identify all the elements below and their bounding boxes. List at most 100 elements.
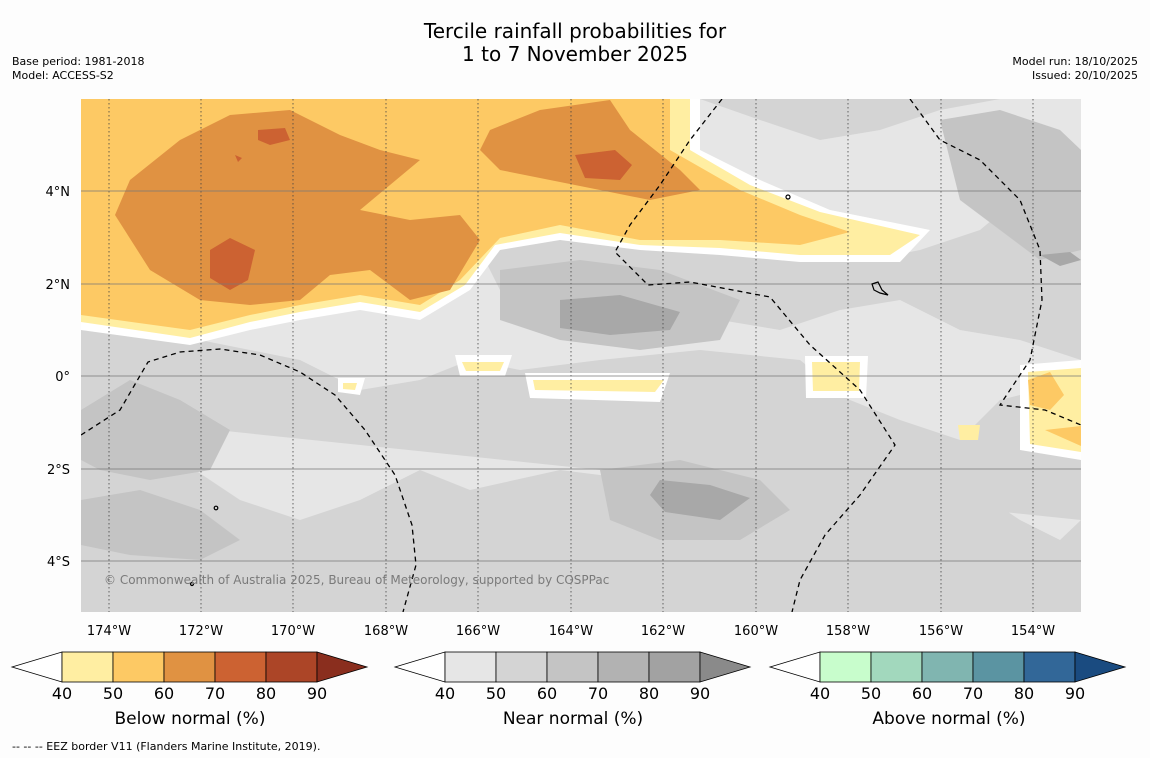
lon-tick-label: 174°W bbox=[87, 624, 131, 639]
near-normal-label: Near normal (%) bbox=[502, 709, 644, 729]
map-area: © Commonwealth of Australia 2025, Bureau… bbox=[81, 99, 1081, 612]
below-normal-60-region bbox=[115, 110, 480, 305]
below-normal-east-50 bbox=[1028, 372, 1081, 446]
lon-tick-label: 164°W bbox=[549, 624, 593, 639]
longitude-tick-labels: 174°W 172°W 170°W 168°W 166°W 164°W 162°W 160°W… bbox=[87, 624, 1055, 639]
colorbar-tick-label: 40 bbox=[810, 684, 830, 703]
colorbar-0: 40 50 60 70 80 90 bbox=[10, 651, 369, 703]
lon-tick-label: 166°W bbox=[456, 624, 500, 639]
colorbar-tick-label: 90 bbox=[307, 684, 327, 703]
title-line-2: 1 to 7 November 2025 bbox=[462, 42, 688, 66]
near-normal-60-region-4 bbox=[81, 490, 240, 560]
colorbar-tick-label: 40 bbox=[52, 684, 72, 703]
near-normal-60-region-5 bbox=[940, 110, 1081, 260]
below-normal-equator-1-fill bbox=[462, 362, 504, 371]
colorbar-segment bbox=[265, 651, 318, 683]
lat-tick-label: 2°N bbox=[46, 278, 71, 293]
below-normal-70-region-3 bbox=[258, 128, 290, 145]
model-run: Model run: 18/10/2025 bbox=[1012, 55, 1138, 68]
colorbar-segment bbox=[546, 651, 599, 683]
colorbar-low-arrow bbox=[768, 651, 821, 683]
lon-tick-label: 162°W bbox=[641, 624, 685, 639]
near-normal-70-region-2 bbox=[650, 480, 750, 520]
lon-tick-label: 154°W bbox=[1011, 624, 1055, 639]
colorbar-segment bbox=[597, 651, 650, 683]
meridian-lines bbox=[108, 99, 1034, 612]
eez-borders bbox=[81, 99, 1081, 612]
near-normal-50-region bbox=[81, 330, 1081, 612]
lat-tick-label: 0° bbox=[55, 370, 70, 385]
below-normal-70-region-4 bbox=[235, 155, 242, 162]
colorbar-tick-label: 60 bbox=[912, 684, 932, 703]
lon-tick-label: 158°W bbox=[826, 624, 870, 639]
map-title: Tercile rainfall probabilities for 1 to … bbox=[0, 20, 1150, 66]
near-normal-50-region-3 bbox=[700, 99, 1000, 140]
colorbar-tick-label: 40 bbox=[435, 684, 455, 703]
below-normal-70-region-2 bbox=[575, 150, 632, 180]
near-normal-60-region-2 bbox=[81, 380, 230, 480]
colorbar-segment bbox=[61, 651, 114, 683]
colorbar-segment bbox=[444, 651, 497, 683]
colorbar-segment bbox=[214, 651, 267, 683]
colorbar-2: 40 50 60 70 80 90 bbox=[768, 651, 1127, 703]
colorbar-segment bbox=[648, 651, 701, 683]
model-name: Model: ACCESS-S2 bbox=[12, 69, 114, 82]
colorbar-segment bbox=[921, 651, 974, 683]
colorbar-tick-label: 50 bbox=[861, 684, 881, 703]
colorbar-segment bbox=[495, 651, 548, 683]
below-normal-equator-3-fill bbox=[343, 383, 357, 390]
lat-tick-label: 4°N bbox=[46, 185, 71, 200]
near-normal-70-region-3 bbox=[1040, 252, 1081, 266]
near-normal-50-region-2 bbox=[480, 150, 1081, 360]
colorbar-tick-label: 70 bbox=[205, 684, 225, 703]
below-normal-equator-4-fill bbox=[812, 362, 860, 391]
lon-tick-label: 168°W bbox=[364, 624, 408, 639]
near-normal-70-region bbox=[560, 295, 680, 335]
colorbar-segment bbox=[819, 651, 872, 683]
issued-date: Issued: 20/10/2025 bbox=[1031, 69, 1138, 82]
colorbar-tick-label: 90 bbox=[690, 684, 710, 703]
eez-footnote: -- -- -- EEZ border V11 (Flanders Marine… bbox=[12, 740, 321, 753]
colorbar-tick-label: 50 bbox=[103, 684, 123, 703]
colorbar-high-arrow bbox=[1074, 651, 1127, 683]
lat-tick-label: 4°S bbox=[47, 555, 70, 570]
copyright-text: © Commonwealth of Australia 2025, Bureau… bbox=[104, 573, 609, 587]
lon-tick-label: 160°W bbox=[734, 624, 778, 639]
lon-tick-label: 170°W bbox=[271, 624, 315, 639]
lon-tick-label: 156°W bbox=[919, 624, 963, 639]
below-normal-60-region-2 bbox=[480, 100, 700, 200]
meta-left: Base period: 1981-2018 Model: ACCESS-S2 bbox=[12, 55, 144, 83]
below-normal-equator-2-fill bbox=[533, 380, 664, 392]
colorbars: 40 50 60 70 80 90 40 50 60 70 80 90 40 50 60 70 80 90 bbox=[10, 651, 1127, 703]
colorbar-high-arrow bbox=[316, 651, 369, 683]
lon-tick-label: 172°W bbox=[179, 624, 223, 639]
parallel-lines bbox=[81, 190, 1081, 562]
islands bbox=[189, 194, 889, 587]
colorbar-tick-label: 70 bbox=[963, 684, 983, 703]
colorbar-tick-label: 80 bbox=[256, 684, 276, 703]
colorbar-tick-label: 70 bbox=[588, 684, 608, 703]
colorbar-low-arrow bbox=[10, 651, 63, 683]
colorbar-tick-label: 60 bbox=[537, 684, 557, 703]
colorbar-low-arrow bbox=[393, 651, 446, 683]
below-normal-70-region bbox=[210, 238, 255, 290]
colorbar-1: 40 50 60 70 80 90 bbox=[393, 651, 752, 703]
below-normal-east-small bbox=[958, 425, 980, 440]
colorbar-high-arrow bbox=[699, 651, 752, 683]
lat-tick-label: 2°S bbox=[47, 463, 70, 478]
colorbar-segment bbox=[972, 651, 1025, 683]
colorbar-tick-label: 80 bbox=[639, 684, 659, 703]
title-line-1: Tercile rainfall probabilities for bbox=[423, 19, 727, 43]
base-period: Base period: 1981-2018 bbox=[12, 55, 145, 68]
latitude-tick-labels: 4°N 2°N 0° 2°S 4°S bbox=[46, 185, 71, 570]
colorbar-tick-label: 50 bbox=[486, 684, 506, 703]
colorbar-segment bbox=[112, 651, 165, 683]
colorbar-tick-label: 80 bbox=[1014, 684, 1034, 703]
above-normal-label: Above normal (%) bbox=[872, 709, 1026, 729]
colorbar-segment bbox=[870, 651, 923, 683]
meta-right: Model run: 18/10/2025 Issued: 20/10/2025 bbox=[1012, 55, 1138, 83]
colorbar-segment bbox=[163, 651, 216, 683]
colorbar-tick-label: 90 bbox=[1065, 684, 1085, 703]
colorbar-tick-label: 60 bbox=[154, 684, 174, 703]
